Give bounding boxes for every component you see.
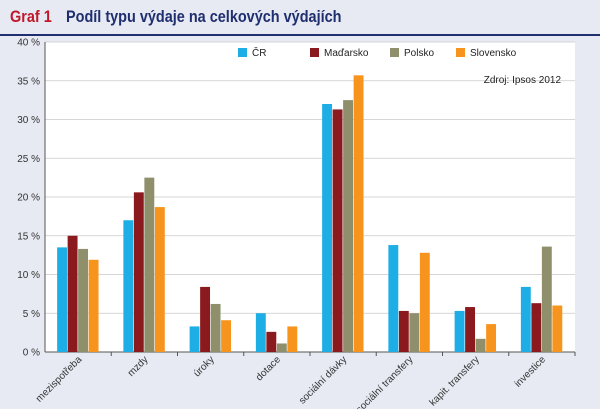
legend-swatch xyxy=(310,48,319,57)
source-note: Zdroj: Ipsos 2012 xyxy=(484,75,562,86)
bar xyxy=(388,245,399,352)
x-category-label: sociální dávky xyxy=(297,354,349,406)
bar xyxy=(531,303,542,352)
bar xyxy=(210,303,221,352)
bar xyxy=(88,259,99,352)
x-category-label: kapit. transfery xyxy=(428,354,482,408)
legend-label: Slovensko xyxy=(470,48,517,59)
bar xyxy=(287,326,298,352)
bar xyxy=(221,320,232,352)
x-category-label: sociální transfery xyxy=(354,354,415,409)
x-category-label: dotace xyxy=(254,354,283,383)
y-tick-label: 5 % xyxy=(23,309,40,320)
y-tick-label: 15 % xyxy=(17,231,40,242)
bar xyxy=(332,109,343,352)
y-tick-label: 20 % xyxy=(17,193,40,204)
bar xyxy=(322,104,333,352)
bar xyxy=(78,248,89,352)
y-tick-label: 35 % xyxy=(17,76,40,87)
y-tick-label: 0 % xyxy=(23,348,40,359)
bar xyxy=(419,252,430,352)
bar xyxy=(255,313,266,352)
x-category-label: mzdy xyxy=(126,354,151,379)
bar xyxy=(67,235,78,352)
bar xyxy=(398,310,409,352)
bar xyxy=(123,220,134,352)
y-tick-label: 40 % xyxy=(17,38,40,49)
bar xyxy=(189,326,200,352)
bar xyxy=(133,192,144,352)
bar xyxy=(465,307,476,352)
bar xyxy=(475,338,486,352)
bar xyxy=(276,343,287,352)
y-tick-label: 30 % xyxy=(17,115,40,126)
bar xyxy=(541,246,552,352)
x-category-label: investice xyxy=(513,354,549,390)
bar xyxy=(454,310,465,352)
bar-chart: 0 % 5 % 10 % 15 % 20 % 25 % 30 % 35 % 40 % mezisp… xyxy=(17,38,576,409)
figure-number: Graf 1 xyxy=(10,7,52,26)
x-category-label: mezispotřeba xyxy=(34,354,85,405)
bar xyxy=(343,100,354,352)
header-divider xyxy=(0,34,600,36)
bar xyxy=(353,75,364,352)
bar xyxy=(552,305,563,352)
bar xyxy=(266,331,277,352)
legend-label: Polsko xyxy=(404,48,434,59)
bar xyxy=(154,207,165,352)
y-tick-label: 10 % xyxy=(17,270,40,281)
bar xyxy=(144,177,155,352)
legend-swatch xyxy=(390,48,399,57)
y-tick-label: 25 % xyxy=(17,154,40,165)
bar xyxy=(520,286,531,352)
legend-label: ČR xyxy=(252,46,266,59)
bar xyxy=(409,313,420,352)
x-category-label: úroky xyxy=(192,354,217,379)
bar xyxy=(57,247,68,352)
chart-title: Podíl typu výdaje na celkových výdajích xyxy=(66,7,342,26)
bar xyxy=(486,324,497,352)
bar xyxy=(200,286,211,352)
legend-swatch xyxy=(456,48,465,57)
chart-header: Graf 1 Podíl typu výdaje na celkových vý… xyxy=(0,0,600,34)
legend-swatch xyxy=(238,48,247,57)
legend-label: Maďarsko xyxy=(324,48,369,59)
